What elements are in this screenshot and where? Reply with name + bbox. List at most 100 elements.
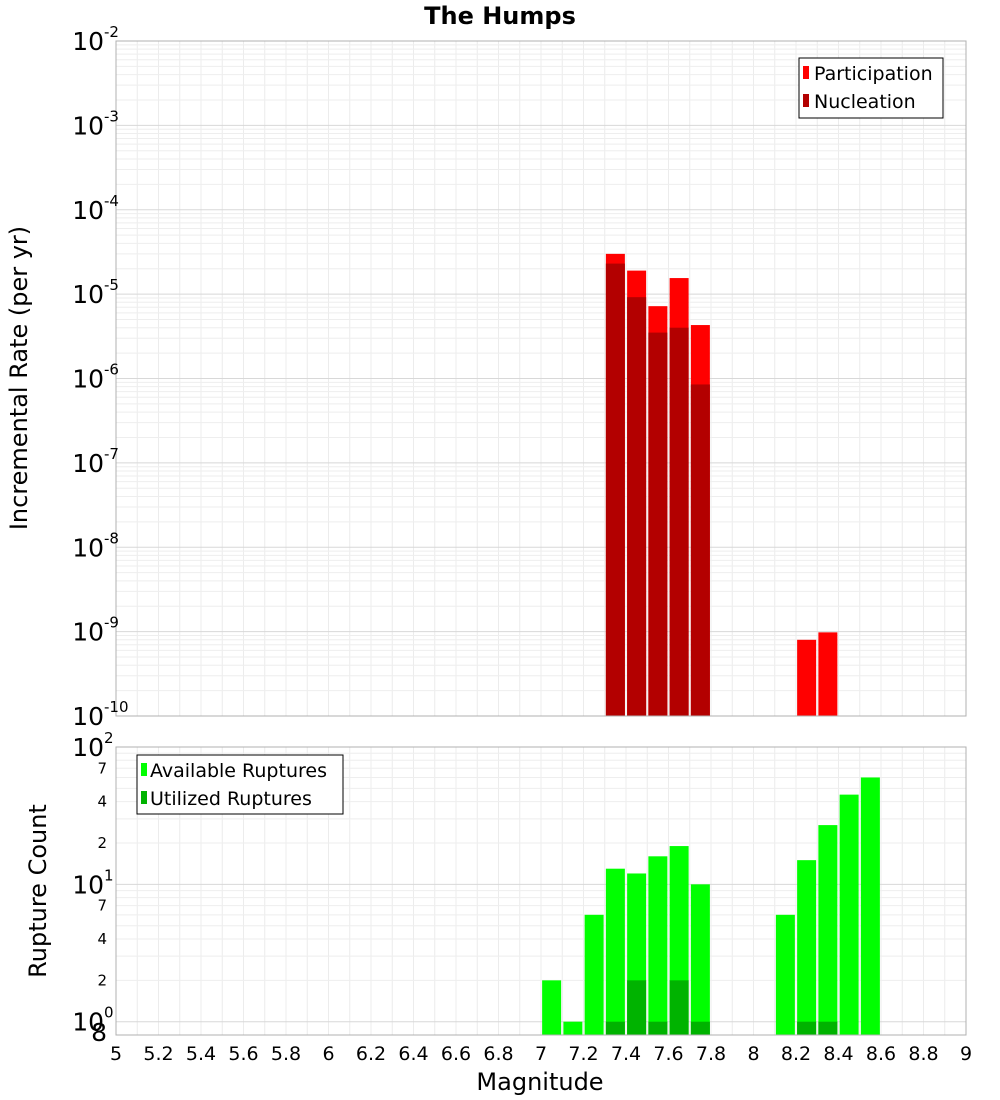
y-tick-label-base: 10 [72,365,104,394]
utilized-ruptures-bar [627,980,647,1035]
y-tick-label-base: 10 [72,280,104,309]
y-tick-label-base: 10 [72,702,104,731]
y-tick-label-base: 10 [72,533,104,562]
x-tick-label: 8.4 [823,1043,853,1065]
legend-swatch-participation [803,66,809,79]
y-tick-label-exponent: -7 [104,445,119,463]
available-ruptures-bar [860,777,880,1035]
y-tick-label-exponent: -6 [104,361,119,379]
y-tick-label-base: 10 [72,733,104,762]
x-tick-label: 6.8 [483,1043,513,1065]
x-tick-label: 7.8 [696,1043,726,1065]
y-tick-label-base: 10 [72,618,104,647]
nucleation-bar [669,327,689,716]
utilized-ruptures-bar [648,1021,668,1035]
y-tick-label-exponent: -5 [104,276,119,294]
x-tick-label: 7.6 [653,1043,683,1065]
y-tick-label-exponent: -2 [104,23,119,41]
y-minor-tick-label: 8 [91,1018,107,1047]
y-tick-label-exponent: 1 [104,866,114,884]
available-ruptures-bar [775,914,795,1035]
utilized-ruptures-bar [818,1021,838,1035]
x-tick-labels: 5 5.2 5.4 5.6 5.8 6 6.2 6.4 6.6 6.8 7 7.2 7.4 7.6 7.8 8… [110,1043,972,1065]
x-tick-label: 5.4 [186,1043,216,1065]
bottom-legend: Available Ruptures Utilized Ruptures [136,754,344,815]
legend-swatch-utilized [141,791,147,804]
bottom-plot-frame [115,746,967,1036]
x-tick-label: 7.4 [611,1043,641,1065]
y-tick-label-base: 10 [72,27,104,56]
x-tick-label: 5.6 [228,1043,258,1065]
y-tick-label-exponent: 2 [104,729,114,747]
x-tick-label: 5.2 [143,1043,173,1065]
utilized-ruptures-bar [690,1021,710,1035]
participation-bar [818,632,838,716]
nucleation-bar [648,332,668,716]
y-tick-label-exponent: -8 [104,529,119,547]
x-tick-label: 6.2 [356,1043,386,1065]
y-tick-label-base: 10 [72,870,104,899]
x-tick-label: 5 [110,1043,122,1065]
bottom-y-axis-label: Rupture Count [24,804,52,978]
available-ruptures-bar [818,825,838,1035]
available-ruptures-bar [690,884,710,1035]
legend-label-utilized: Utilized Ruptures [150,788,312,810]
y-tick-label-base: 10 [72,1008,104,1037]
x-tick-label: 7.2 [568,1043,598,1065]
available-ruptures-bar [839,794,859,1035]
available-ruptures-bar [797,860,817,1035]
x-tick-label: 6 [322,1043,334,1065]
bottom-legend-box [136,754,344,815]
x-axis-label: Magnitude [476,1068,603,1096]
legend-label-participation: Participation [814,63,933,85]
participation-bar [797,639,817,716]
x-tick-label: 6.6 [441,1043,471,1065]
top-legend: Participation Nucleation [798,57,944,119]
nucleation-bar [690,384,710,716]
utilized-ruptures-bar [797,1021,817,1035]
y-tick-label-exponent: -10 [104,698,129,716]
x-tick-label: 9 [960,1043,972,1065]
y-tick-label-exponent: 0 [104,1004,114,1022]
available-ruptures-bar [542,980,562,1035]
legend-swatch-available [141,763,147,776]
y-minor-tick-label: 2 [97,971,107,989]
y-tick-label-exponent: -9 [104,614,119,632]
utilized-ruptures-bar [669,980,689,1035]
x-tick-label: 6.4 [398,1043,428,1065]
top-plot-frame [115,40,967,717]
y-tick-label-exponent: -3 [104,107,119,125]
y-minor-tick-label: 2 [97,834,107,852]
x-tick-label: 5.8 [271,1043,301,1065]
y-minor-tick-label: 7 [97,897,107,915]
legend-label-nucleation: Nucleation [814,91,916,113]
available-ruptures-bar [584,914,604,1035]
legend-swatch-nucleation [803,94,809,107]
available-ruptures-bar [563,1021,583,1035]
y-minor-tick-label: 4 [97,930,107,948]
available-ruptures-bar [648,856,668,1035]
top-legend-box [798,57,944,119]
y-tick-label-exponent: -4 [104,192,119,210]
y-tick-label-base: 10 [72,449,104,478]
x-tick-label: 7 [535,1043,547,1065]
bottom-bars [542,777,880,1035]
chart-title: The Humps [424,2,576,30]
y-tick-label-base: 10 [72,196,104,225]
y-minor-tick-label: 7 [97,759,107,777]
y-minor-tick-label: 4 [97,793,107,811]
x-tick-label: 8.2 [781,1043,811,1065]
top-y-axis-label: Incremental Rate (per yr) [5,226,33,530]
x-tick-label: 8.8 [908,1043,938,1065]
available-ruptures-bar [605,868,625,1035]
nucleation-bar [627,297,647,716]
utilized-ruptures-bar [605,1021,625,1035]
x-tick-label: 8 [747,1043,759,1065]
top-bars [605,253,838,716]
top-grid [115,41,967,717]
nucleation-bar [605,263,625,716]
y-tick-label-base: 10 [72,111,104,140]
